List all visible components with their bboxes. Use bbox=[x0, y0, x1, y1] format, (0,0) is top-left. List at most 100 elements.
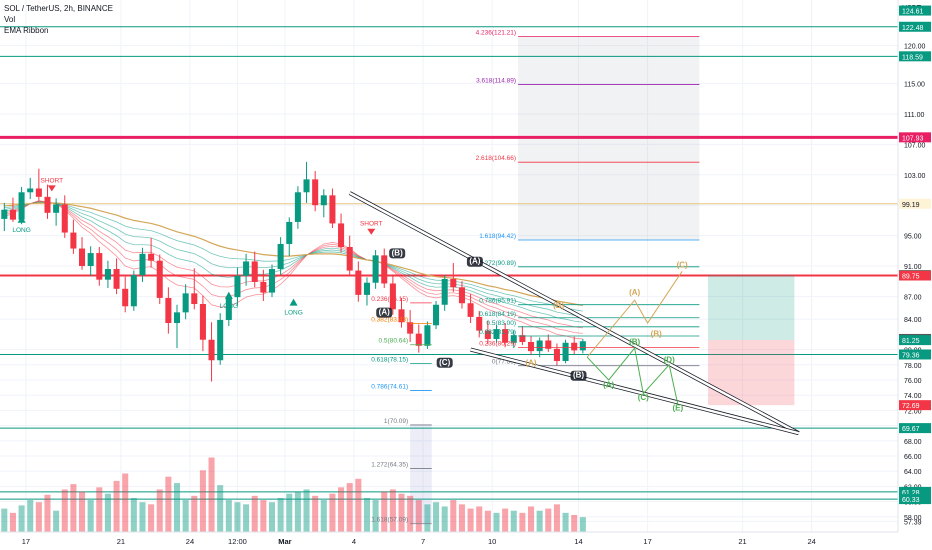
candle-body bbox=[217, 319, 224, 361]
volume-bar bbox=[199, 470, 206, 532]
volume-bar bbox=[571, 514, 578, 532]
candle-body bbox=[208, 339, 215, 361]
fib-level-label: 0.786(85.91) bbox=[479, 298, 516, 305]
price-tick-label: 76.00 bbox=[904, 378, 922, 385]
volume-bar bbox=[329, 493, 336, 532]
ema-ribbon-line bbox=[4, 200, 583, 329]
volume-bar bbox=[303, 489, 310, 532]
volume-bar bbox=[44, 494, 51, 532]
volume-bar bbox=[528, 506, 535, 532]
signal-arrow-icon bbox=[17, 215, 26, 223]
price-tag-label: 89.75 bbox=[902, 274, 920, 281]
time-tick-label: 17 bbox=[643, 537, 651, 546]
price-tag bbox=[899, 21, 931, 32]
candle-body bbox=[458, 287, 465, 304]
fib-level-label: 0.236(86.15) bbox=[371, 296, 408, 303]
volume-bar bbox=[519, 512, 526, 532]
volume-bar bbox=[251, 495, 258, 532]
time-tick-label: 21 bbox=[738, 537, 746, 546]
wave-label: (B) bbox=[392, 248, 403, 257]
candle-body bbox=[329, 195, 336, 224]
candle-body bbox=[407, 322, 414, 334]
time-tick-label: 24 bbox=[186, 537, 194, 546]
position-profit-zone bbox=[708, 275, 795, 341]
price-tick-label: 68.00 bbox=[904, 439, 922, 446]
candle-body bbox=[27, 188, 34, 193]
time-tick-label: 10 bbox=[488, 537, 496, 546]
candle-body bbox=[191, 293, 198, 304]
volume-bar bbox=[433, 502, 440, 532]
candle-body bbox=[398, 309, 405, 323]
wave-label: (A) bbox=[525, 359, 536, 368]
volume-bar bbox=[355, 478, 362, 532]
candle-body bbox=[96, 253, 103, 280]
signal-label: SHORT bbox=[40, 177, 63, 184]
candle-body bbox=[277, 243, 284, 270]
wave-label: (A) bbox=[603, 381, 614, 390]
wave-label: (B) bbox=[553, 301, 564, 310]
fib-level-label: 0(77.88) bbox=[492, 359, 516, 366]
price-tag bbox=[899, 132, 931, 143]
candle-body bbox=[173, 312, 181, 323]
price-tag bbox=[899, 5, 931, 16]
fib-level-label: 0.236(80.29) bbox=[479, 340, 516, 347]
volume-bar bbox=[294, 491, 301, 532]
candle-body bbox=[303, 179, 310, 193]
candle-body bbox=[363, 282, 370, 295]
wave-label: (B) bbox=[651, 330, 662, 339]
candle-body bbox=[441, 278, 448, 305]
candle-body bbox=[450, 278, 457, 288]
wave-label: (E) bbox=[672, 403, 683, 412]
volume-bar bbox=[320, 500, 327, 532]
price-tag-label: 99.19 bbox=[902, 202, 920, 209]
price-tag-label: 107.93 bbox=[902, 135, 924, 142]
candle-body bbox=[493, 329, 500, 339]
volume-indicator-label[interactable]: Vol bbox=[4, 15, 16, 24]
volume-bar bbox=[96, 487, 103, 532]
volume-bar bbox=[286, 493, 293, 532]
volume-bar bbox=[553, 504, 560, 532]
volume-bar bbox=[484, 510, 491, 532]
candle-body bbox=[44, 196, 51, 213]
price-tick-label: 111.00 bbox=[904, 112, 924, 119]
price-tag bbox=[899, 486, 931, 497]
candle-body bbox=[113, 269, 120, 289]
price-tick-label: 66.00 bbox=[904, 454, 922, 461]
volume-bar bbox=[1, 508, 8, 532]
candle-body bbox=[225, 297, 232, 320]
candle-body bbox=[182, 293, 189, 313]
price-tick-label: 74.00 bbox=[904, 393, 922, 400]
time-tick-label: 14 bbox=[574, 537, 582, 546]
price-tag bbox=[899, 400, 931, 411]
candle-body bbox=[87, 253, 94, 266]
fib-level-label: 1.272(64.35) bbox=[371, 462, 408, 469]
candle-body bbox=[536, 340, 543, 352]
volume-bar bbox=[139, 502, 146, 532]
candle-body bbox=[338, 223, 345, 247]
volume-bar bbox=[148, 504, 155, 532]
candle-body bbox=[139, 253, 146, 276]
volume-bar bbox=[338, 487, 345, 532]
price-tag bbox=[899, 270, 931, 281]
candle-body bbox=[234, 275, 241, 298]
price-tag bbox=[899, 349, 931, 360]
price-tick-label: 78.00 bbox=[904, 363, 922, 370]
wave-label-bg bbox=[376, 307, 393, 318]
volume-bar bbox=[217, 485, 224, 532]
volume-bar bbox=[234, 502, 241, 532]
volume-bar bbox=[18, 505, 25, 532]
fib-level-label: 0.382(83.43) bbox=[371, 317, 408, 324]
ema-ribbon-label[interactable]: EMA Ribbon bbox=[4, 26, 49, 35]
candle-body bbox=[571, 342, 578, 351]
volume-bar bbox=[458, 504, 465, 532]
price-tag bbox=[899, 198, 931, 209]
price-tag-label: 79.36 bbox=[902, 352, 920, 359]
volume-bar bbox=[424, 504, 431, 532]
symbol-title[interactable]: SOL / TetherUS, 2h, BINANCE bbox=[4, 4, 113, 13]
wedge-trendline bbox=[349, 191, 800, 435]
candle-body bbox=[294, 192, 301, 222]
time-tick-label: 7 bbox=[421, 537, 425, 546]
volume-bar bbox=[493, 512, 500, 532]
